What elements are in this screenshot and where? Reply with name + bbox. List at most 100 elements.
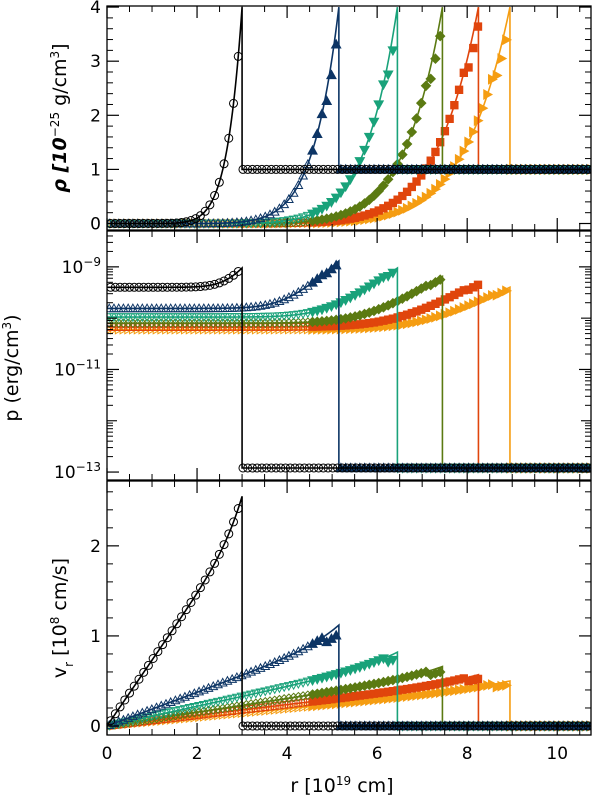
pressure-series-0-point [351, 463, 361, 473]
velocity-series-5-point [450, 685, 460, 697]
pressure-series-5-point [464, 300, 475, 312]
density-series-0-point [422, 164, 432, 174]
pressure-series-0-point [498, 463, 508, 473]
pressure-series-3-point [118, 318, 129, 329]
velocity-series-0-point [191, 590, 201, 600]
density-series-2-point [321, 201, 333, 212]
density-series-0-point [295, 164, 305, 174]
pressure-series-5-point [412, 316, 423, 328]
velocity-series-5-point [398, 691, 408, 703]
pressure-series-0-point [356, 463, 366, 473]
pressure-series-4-point [473, 280, 483, 290]
pressure-series-5-point [417, 315, 427, 327]
density-ytick-label: 2 [90, 106, 101, 126]
pressure-series-3-point [260, 318, 271, 328]
pressure-series-0-point [347, 463, 357, 473]
density-series-0-point [555, 164, 565, 174]
density-series-3-point [434, 30, 446, 42]
velocity-series-3-point [217, 703, 228, 714]
velocity-series-0-point [262, 721, 272, 731]
velocity-series-2-point [137, 714, 148, 724]
density-series-1-point [298, 170, 309, 180]
density-series-0-point [451, 164, 461, 174]
velocity-series-0-point [437, 721, 447, 731]
pressure-series-2-point [255, 312, 266, 322]
density-series-0-point [545, 164, 555, 174]
density-series-0-point [247, 164, 257, 174]
pressure-series-2-point [387, 268, 399, 279]
density-series-5-point [393, 206, 404, 218]
velocity-axis-label: vr [108 cm/s] [48, 558, 76, 678]
velocity-series-0-point [210, 558, 220, 568]
velocity-series-2-point [260, 687, 271, 697]
velocity-series-0-point [143, 660, 153, 670]
density-series-0-point [172, 218, 182, 228]
pressure-series-5-point [502, 285, 512, 297]
density-series-0-point [403, 164, 413, 174]
velocity-series-0-point [375, 721, 385, 731]
pressure-series-5-point [492, 289, 503, 301]
velocity-series-2-point [269, 685, 280, 695]
velocity-series-5-point [303, 701, 314, 712]
velocity-series-2-point [298, 678, 309, 688]
density-series-0-point [465, 164, 475, 174]
density-series-0-point [569, 164, 579, 174]
xtick-label: 2 [192, 744, 203, 764]
density-series-0-point [541, 164, 551, 174]
velocity-series-2-point [241, 691, 252, 701]
pressure-series-3-point [217, 318, 228, 329]
density-series-0-point [158, 218, 168, 228]
velocity-series-3-point [189, 707, 200, 718]
velocity-series-0-point [120, 695, 130, 705]
pressure-series-3-point [146, 318, 157, 329]
pressure-series-3-point [151, 318, 162, 329]
velocity-series-2-point [288, 681, 299, 691]
velocity-series-3-point [293, 691, 304, 702]
pressure-series-2-point [283, 311, 294, 321]
velocity-series-0-point [394, 721, 404, 731]
density-series-5-line [107, 6, 591, 225]
pressure-series-5-point [469, 298, 479, 310]
pressure-series-0-point [408, 463, 418, 473]
pressure-series-3-point [109, 318, 119, 329]
pressure-series-1-point [298, 283, 309, 293]
velocity-series-0-point [107, 716, 116, 726]
density-series-0-point [564, 164, 574, 174]
density-series-0-point [229, 98, 239, 108]
density-series-2-point [288, 215, 299, 225]
pressure-series-3-point [194, 318, 204, 329]
velocity-series-2-point [274, 684, 285, 694]
pressure-series-0-point [564, 463, 574, 473]
pressure-series-3-point [222, 318, 233, 329]
velocity-ytick-label: 1 [90, 627, 101, 647]
density-series-0-point [281, 164, 291, 174]
pressure-series-0-point [545, 463, 555, 473]
density-series-2-point [335, 188, 347, 199]
velocity-series-2-point [250, 689, 261, 699]
velocity-series-0-point [252, 721, 262, 731]
pressure-series-0-point [541, 463, 551, 473]
density-series-0-point [446, 164, 456, 174]
density-series-0-point [531, 164, 541, 174]
pressure-series-0-point [139, 282, 149, 292]
pressure-frame [106, 230, 592, 481]
pressure-series-0-point [555, 463, 565, 473]
density-series-2-point [274, 217, 285, 227]
pressure-series-0-point [271, 463, 281, 473]
pressure-series-1-point [279, 294, 290, 304]
velocity-series-0-point [314, 721, 324, 731]
velocity-series-2-point [387, 655, 399, 666]
density-series-0-point [507, 164, 517, 174]
density-series-4-line [107, 6, 591, 225]
pressure-series-5-point [398, 319, 408, 330]
density-series-5-point [107, 219, 115, 228]
pressure-series-0-point [422, 463, 432, 473]
density-series-0-point [285, 164, 295, 174]
density-series-0-point [460, 164, 470, 174]
pressure-series-2-point [368, 279, 380, 290]
velocity-series-0-point [493, 721, 503, 731]
pressure-series-0-point [233, 266, 243, 276]
pressure-series-0-point [484, 463, 494, 473]
pressure-series-2-point [274, 312, 285, 322]
velocity-series-3-point [175, 709, 186, 720]
